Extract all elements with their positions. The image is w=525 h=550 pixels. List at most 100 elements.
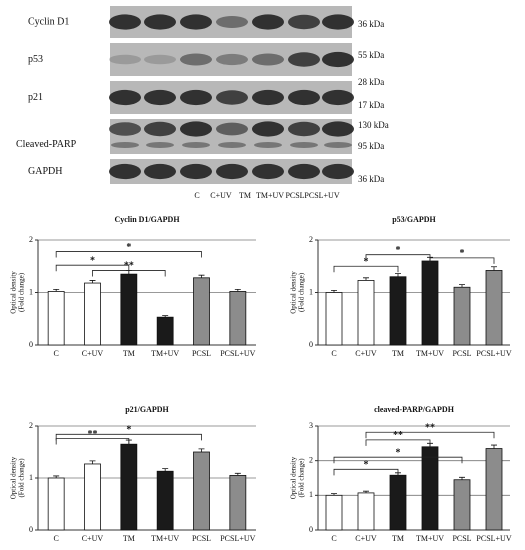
bar: [357, 492, 375, 531]
blot-band: [216, 163, 248, 180]
lane-label: C+UV: [210, 191, 232, 200]
protein-label: p53: [28, 54, 43, 65]
bar: [47, 477, 65, 531]
x-tick-label: PCSL: [192, 534, 211, 543]
x-tick-label: C: [53, 534, 58, 543]
significance-bracket: [365, 439, 431, 446]
y-tick-label: 2: [309, 235, 313, 244]
y-axis-label: Optical density: [10, 456, 18, 499]
blot-band: [252, 163, 284, 180]
bar: [193, 277, 210, 346]
significance-bracket: [333, 265, 399, 273]
significance-label: *: [364, 257, 369, 268]
x-tick-label: TM: [392, 534, 404, 543]
significance-bracket: [55, 438, 130, 445]
blot-band: [288, 14, 320, 30]
chart-title: Cyclin D1/GAPDH: [114, 215, 180, 224]
x-tick-label: PCSL: [452, 349, 471, 358]
chart-title: p21/GAPDH: [125, 405, 169, 414]
error-bar: [53, 288, 60, 292]
blot-band: [144, 163, 176, 180]
y-axis-label: (Fold change): [298, 272, 306, 312]
significance-bracket: [55, 264, 130, 272]
x-tick-label: TM+UV: [416, 534, 444, 543]
y-axis-label: Optical density: [290, 271, 298, 314]
x-tick-label: TM+UV: [416, 349, 444, 358]
significance-label: *: [396, 447, 401, 458]
significance-label: *: [126, 425, 131, 436]
significance-bracket: [365, 431, 495, 439]
bar: [120, 273, 138, 346]
bar: [47, 291, 65, 346]
lane-label: TM+UV: [256, 191, 284, 200]
blot-band: [144, 14, 176, 30]
y-tick-label: 2: [29, 235, 33, 244]
error-bar: [363, 277, 369, 281]
x-tick-label: C+UV: [82, 534, 104, 543]
error-bar: [234, 288, 241, 292]
marker-label: 55 kDa: [358, 50, 384, 60]
x-tick-label: TM: [392, 349, 404, 358]
protein-label: Cyclin D1: [28, 16, 69, 27]
bar: [120, 443, 138, 531]
marker-label: 95 kDa: [358, 141, 384, 151]
x-tick-label: PCSL+UV: [476, 349, 511, 358]
blot-band: [252, 121, 284, 137]
blot-band: [216, 122, 248, 136]
x-tick-label: C+UV: [355, 534, 377, 543]
blot-band: [290, 142, 318, 148]
bar: [485, 448, 503, 531]
blot-band: [322, 121, 354, 137]
significance-label: *: [460, 248, 465, 259]
blot-band: [180, 53, 212, 66]
blot-band: [252, 89, 284, 106]
x-tick-label: PCSL+UV: [220, 349, 255, 358]
bar: [84, 463, 101, 531]
blot-band: [322, 14, 354, 30]
significance-bracket: [429, 257, 495, 264]
x-tick-label: C: [331, 534, 336, 543]
blot-band: [146, 142, 174, 148]
x-tick-label: TM: [123, 349, 135, 358]
blot-band: [322, 51, 354, 68]
error-bar: [162, 468, 169, 472]
blot-band: [109, 14, 141, 30]
blot-band: [216, 90, 248, 105]
chart-title: cleaved-PARP/GAPDH: [374, 405, 455, 414]
error-bar: [395, 273, 401, 277]
error-bar: [198, 448, 205, 452]
y-tick-label: 0: [309, 340, 313, 349]
y-axis-label: Optical density: [10, 271, 18, 314]
blot-band: [288, 89, 320, 106]
bar: [485, 270, 503, 346]
y-tick-label: 1: [309, 287, 313, 296]
error-bar: [491, 266, 497, 271]
blot-band: [109, 163, 141, 180]
protein-label: p21: [28, 92, 43, 103]
x-tick-label: TM+UV: [151, 349, 179, 358]
x-tick-label: C+UV: [355, 349, 377, 358]
blot-band: [144, 54, 176, 65]
bar: [357, 280, 375, 346]
blot-band: [288, 52, 320, 67]
blot-band: [180, 163, 212, 180]
blot-band: [111, 142, 139, 148]
lane-label: PCSL: [285, 191, 304, 200]
chart-title: p53/GAPDH: [392, 215, 436, 224]
blot-band: [322, 163, 354, 180]
error-bar: [459, 284, 465, 288]
blot-band: [180, 89, 212, 106]
bar: [421, 446, 439, 531]
x-tick-label: C: [53, 349, 58, 358]
y-axis-label: Optical density: [290, 456, 298, 499]
error-bar: [459, 476, 465, 480]
significance-bracket: [92, 270, 166, 277]
marker-label: 130 kDa: [358, 120, 389, 130]
marker-label: 17 kDa: [358, 100, 384, 110]
y-tick-label: 1: [29, 287, 33, 296]
bar: [453, 479, 471, 531]
error-bar: [363, 490, 369, 493]
bar: [421, 260, 439, 346]
blot-band: [324, 142, 352, 148]
blot-band: [218, 142, 246, 148]
